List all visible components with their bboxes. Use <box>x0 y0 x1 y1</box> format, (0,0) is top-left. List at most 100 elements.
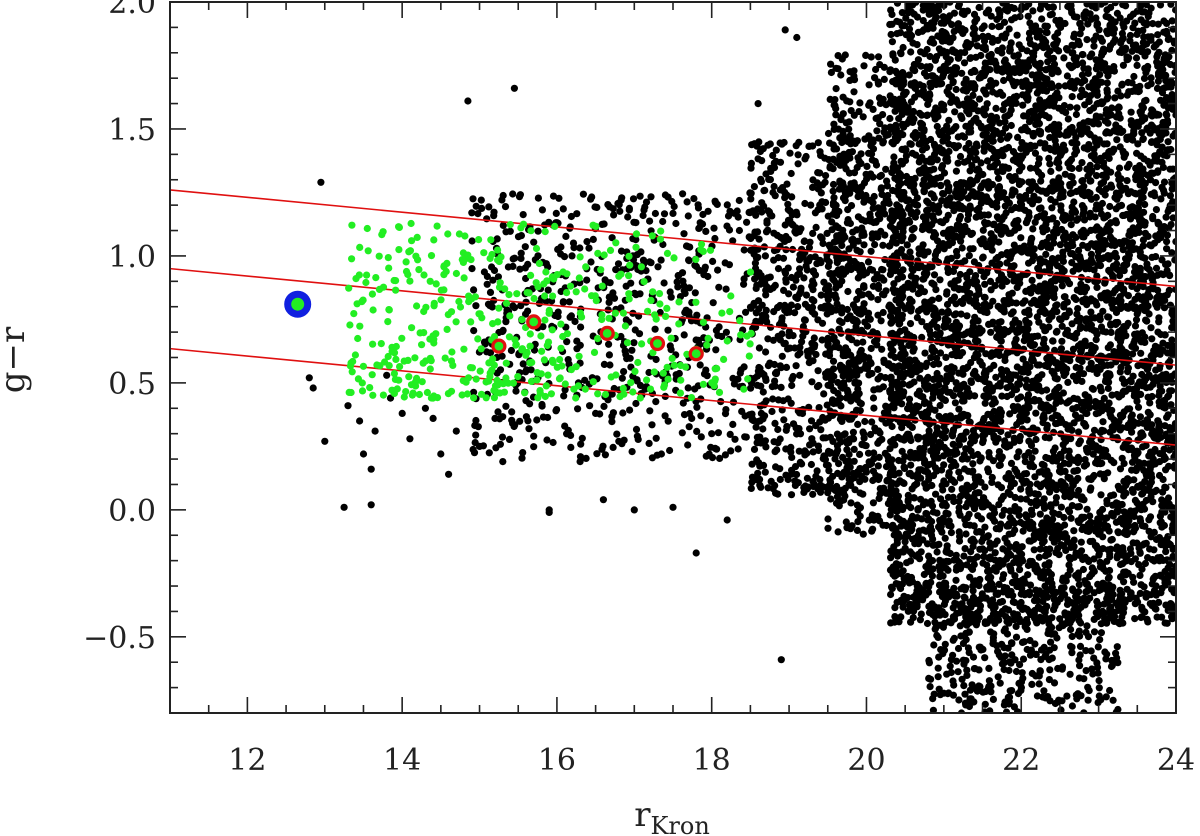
field-point <box>762 374 770 382</box>
field-point <box>675 369 683 378</box>
field-point <box>344 402 352 410</box>
field-point <box>919 241 927 249</box>
field-point <box>1077 547 1086 555</box>
field-point <box>317 178 325 186</box>
field-point <box>876 172 884 181</box>
field-point <box>864 449 873 457</box>
field-point <box>859 338 867 346</box>
field-point <box>793 33 801 42</box>
field-point <box>833 482 841 491</box>
field-point <box>843 446 851 454</box>
field-point <box>646 407 654 415</box>
field-point <box>792 362 800 370</box>
field-point <box>559 205 567 213</box>
field-point <box>838 471 846 479</box>
field-point <box>770 360 779 369</box>
field-point <box>809 229 817 237</box>
field-point <box>498 352 506 360</box>
field-point <box>1131 615 1139 623</box>
field-point <box>813 467 821 475</box>
field-point <box>769 188 777 197</box>
field-point <box>718 332 726 341</box>
field-point <box>809 286 817 294</box>
field-point <box>628 346 636 354</box>
field-point <box>356 417 364 425</box>
field-point <box>692 549 700 557</box>
field-point <box>477 196 485 204</box>
field-point <box>1075 428 1083 436</box>
field-point <box>784 200 792 208</box>
field-point <box>533 416 541 424</box>
field-point <box>781 267 789 275</box>
field-point <box>1075 503 1083 511</box>
field-point <box>809 176 817 184</box>
field-point <box>685 423 693 431</box>
field-point <box>997 484 1006 492</box>
field-point <box>803 474 812 482</box>
field-point <box>774 425 782 434</box>
field-point <box>1161 396 1169 404</box>
field-point <box>868 369 876 378</box>
field-point <box>694 204 703 212</box>
field-point <box>942 155 950 163</box>
field-point <box>824 212 832 220</box>
field-point <box>814 367 822 375</box>
field-point <box>829 199 838 207</box>
field-point <box>651 325 659 333</box>
field-point <box>723 201 731 209</box>
field-point <box>826 95 834 103</box>
field-point <box>794 160 802 168</box>
field-point <box>771 369 780 377</box>
field-point <box>777 364 785 372</box>
field-point <box>844 254 852 262</box>
field-point <box>678 269 687 277</box>
field-point <box>664 193 672 201</box>
field-point <box>845 375 853 383</box>
field-point <box>507 346 515 355</box>
field-point <box>670 202 678 211</box>
field-point <box>864 258 873 266</box>
field-point <box>845 245 853 253</box>
field-point <box>770 159 778 167</box>
field-point <box>1047 501 1055 509</box>
field-point <box>519 211 527 219</box>
field-point <box>628 448 636 456</box>
field-point <box>762 348 770 356</box>
field-point <box>747 195 755 203</box>
field-point <box>470 327 478 335</box>
field-point <box>877 317 885 325</box>
field-point <box>1030 546 1038 554</box>
field-point <box>705 450 713 458</box>
field-point <box>755 344 764 352</box>
field-point <box>1053 262 1062 270</box>
field-point <box>816 201 824 209</box>
field-point <box>921 349 929 357</box>
field-point <box>856 399 864 407</box>
field-point <box>499 221 507 229</box>
field-point <box>849 369 857 377</box>
field-point <box>857 261 866 270</box>
field-point <box>624 213 632 221</box>
field-point <box>971 313 979 321</box>
field-point <box>562 232 570 240</box>
field-point <box>639 211 647 220</box>
field-point <box>890 153 898 161</box>
field-point <box>803 347 811 355</box>
field-point <box>1032 44 1040 52</box>
field-point <box>987 328 995 336</box>
field-point <box>995 183 1004 191</box>
field-point <box>493 369 501 377</box>
field-point <box>600 402 608 410</box>
field-point <box>723 516 731 524</box>
field-point <box>794 303 802 311</box>
field-point <box>916 616 925 624</box>
field-point <box>833 259 841 267</box>
field-point <box>1146 399 1154 407</box>
field-point <box>498 433 507 441</box>
field-point <box>756 147 765 156</box>
field-point <box>849 228 857 236</box>
field-point <box>682 306 690 314</box>
field-point <box>1041 22 1049 30</box>
field-point <box>870 386 878 394</box>
